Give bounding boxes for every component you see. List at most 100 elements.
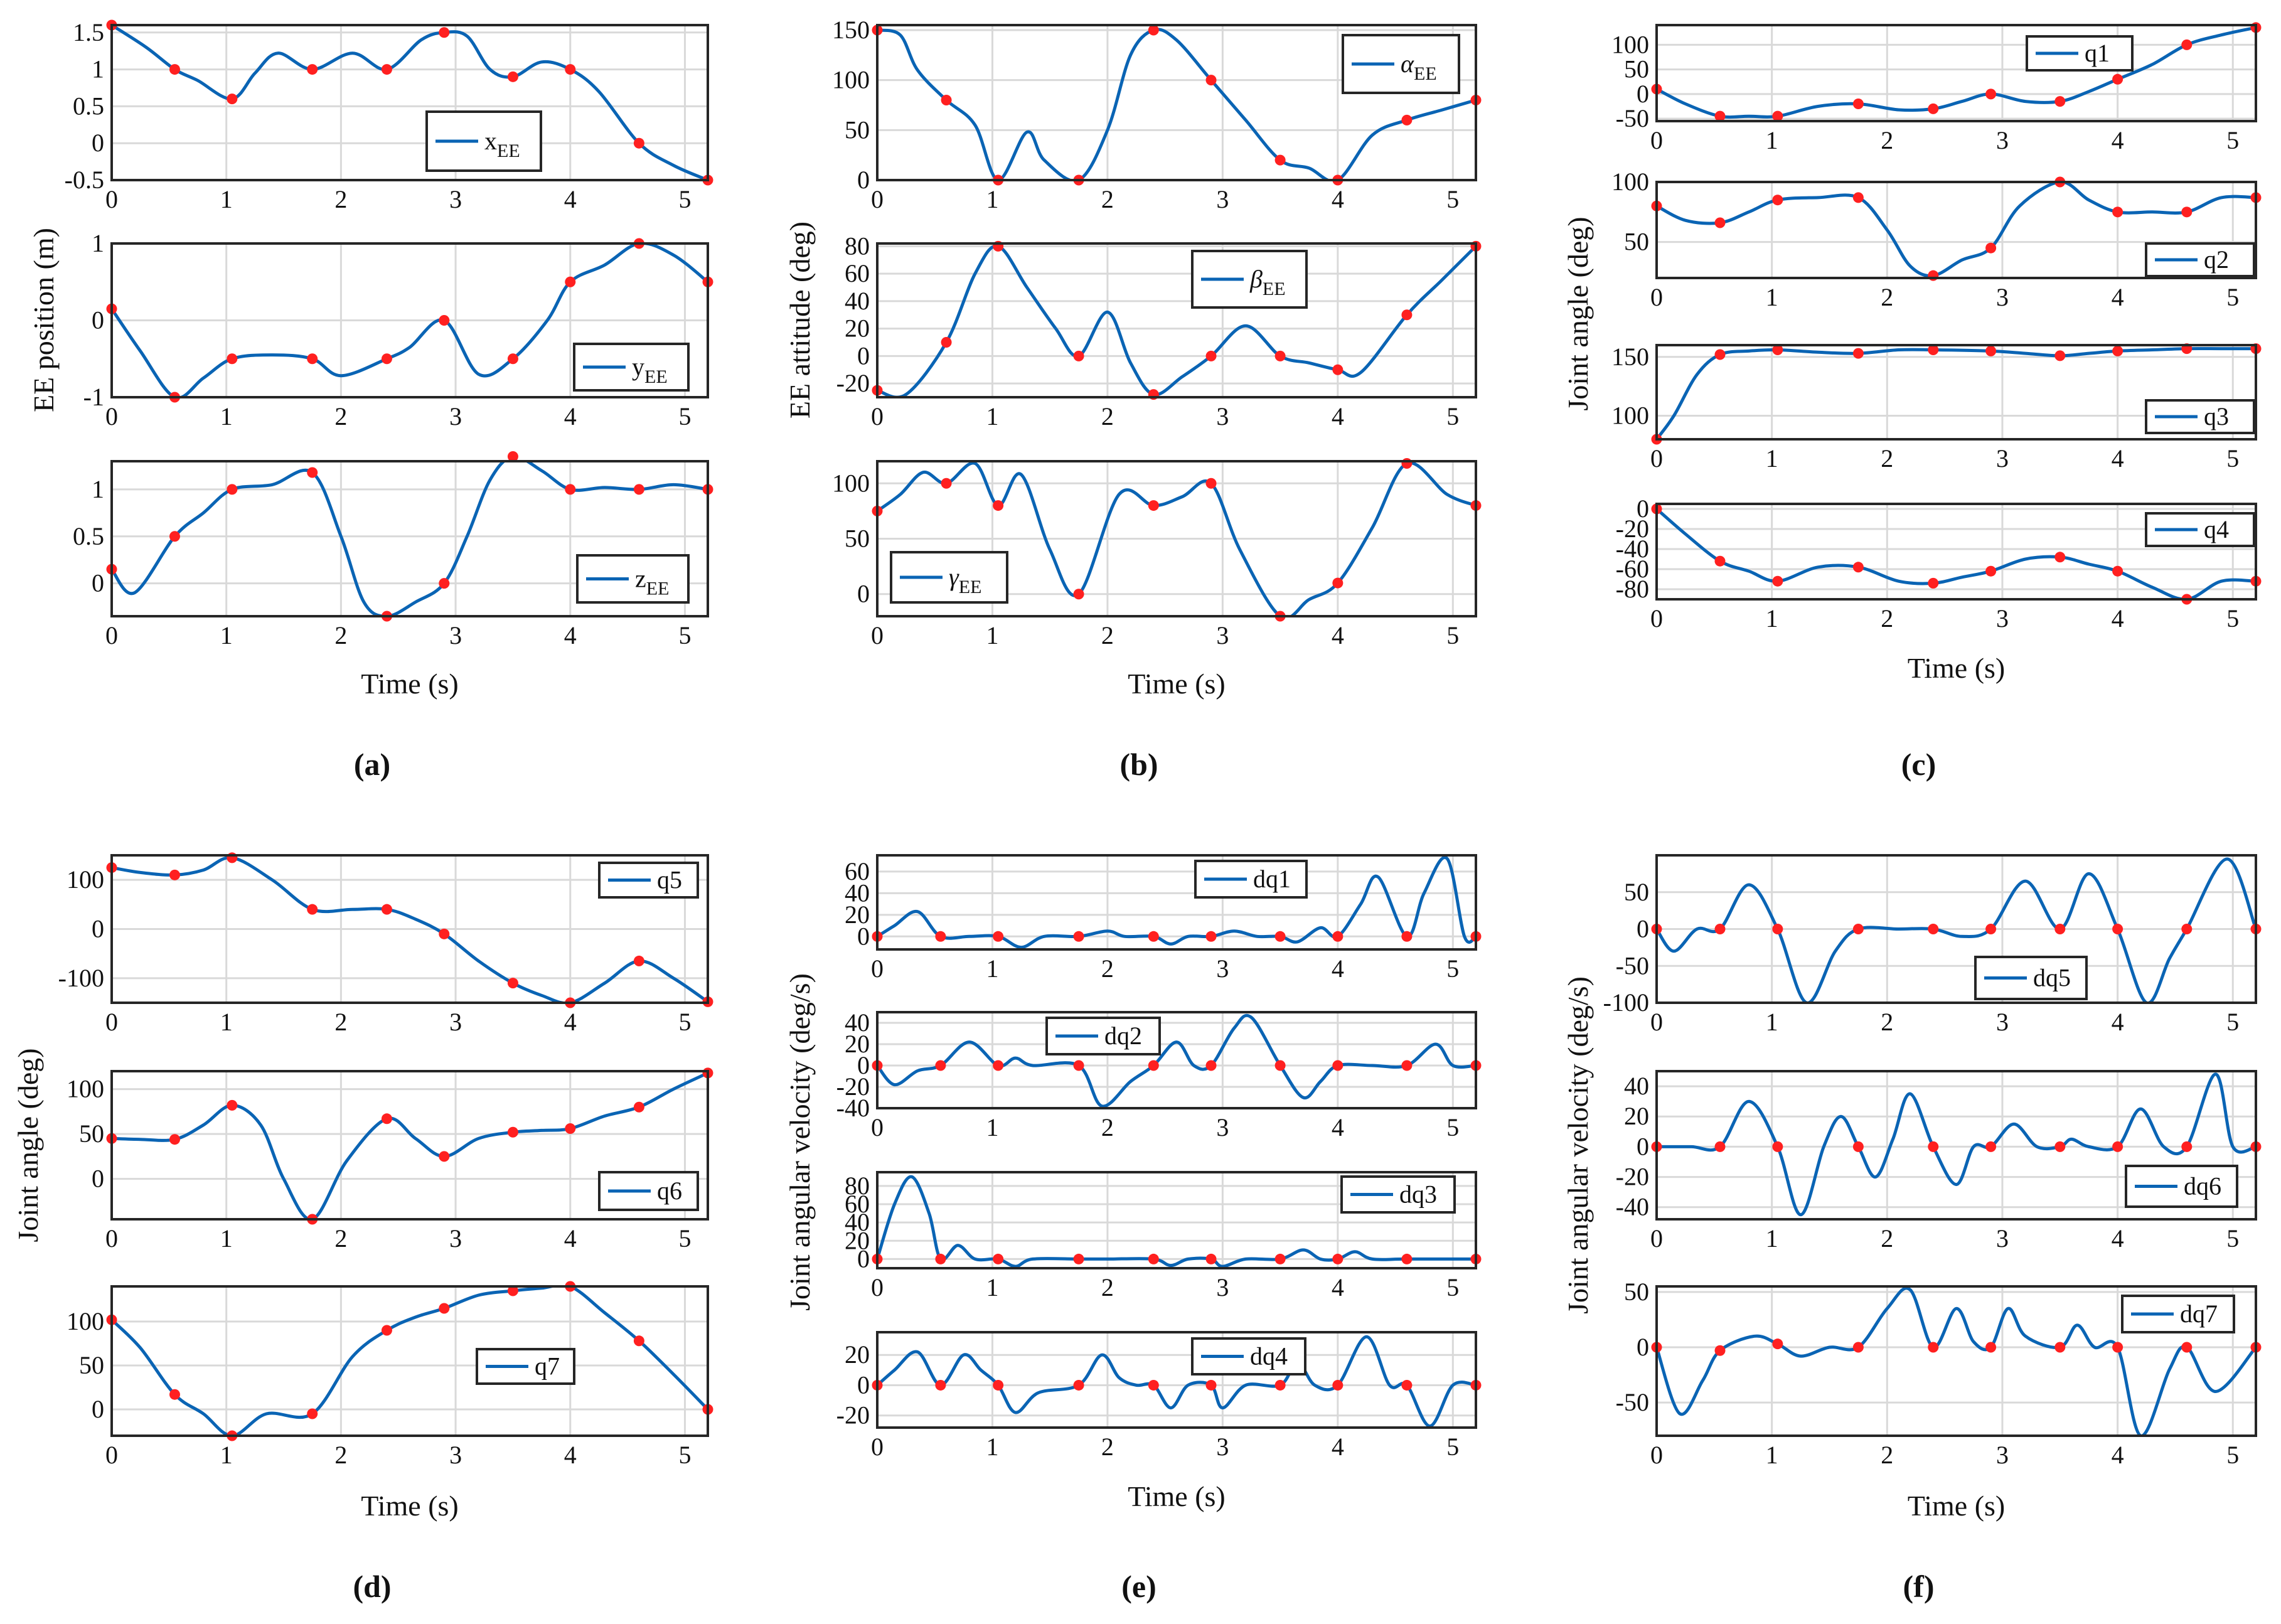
legend-label: q2 [2204, 245, 2229, 274]
legend-y_EE: yEE [573, 343, 690, 392]
data-point-marker [307, 353, 318, 365]
data-point-marker [439, 1303, 450, 1314]
x-tick-label: 4 [2112, 283, 2124, 311]
data-point-marker [633, 1101, 644, 1113]
panel-label: (a) [354, 747, 390, 782]
legend-gamma_EE: γEE [890, 551, 1008, 604]
legend-label: dq6 [2184, 1172, 2221, 1200]
data-point-marker [507, 71, 518, 82]
data-point-marker [1985, 1141, 1997, 1152]
y-axis-label: EE attitude (deg) [784, 222, 816, 419]
legend-q2: q2 [2145, 242, 2255, 277]
data-point-marker [1714, 924, 1726, 934]
y-tick-label: 20 [845, 314, 870, 343]
data-point-marker [1772, 195, 1783, 206]
data-point-marker [227, 1099, 238, 1111]
y-axis-label: Joint angle (deg) [1562, 216, 1594, 410]
x-tick-label: 1 [986, 954, 998, 983]
y-tick-label: 50 [79, 1119, 104, 1148]
axes-frame [110, 460, 709, 617]
data-point-marker [633, 955, 644, 966]
y-tick-label: 150 [1611, 343, 1649, 371]
y-tick-label: 0 [857, 166, 870, 194]
legend-label: q4 [2204, 515, 2229, 543]
x-tick-label: 4 [2112, 1224, 2124, 1253]
x-tick-label: 1 [1766, 1224, 1778, 1253]
data-point-marker [2112, 345, 2123, 356]
data-point-marker [1852, 1342, 1864, 1353]
data-point-marker [1332, 1379, 1343, 1391]
series-line-q5 [112, 856, 708, 1003]
data-point-marker [2112, 1141, 2123, 1152]
legend-label-base: β [1249, 265, 1263, 293]
data-point-marker [935, 1379, 946, 1391]
x-tick-label: 2 [1881, 283, 1893, 311]
x-axis-label: Time (s) [1128, 1480, 1226, 1512]
legend-alpha_EE: αEE [1342, 34, 1460, 94]
x-tick-label: 5 [678, 1224, 691, 1253]
data-point-marker [1148, 1060, 1159, 1071]
y-tick-label: 50 [79, 1351, 104, 1379]
series-line-q4 [1657, 508, 2256, 599]
data-point-marker [1332, 577, 1343, 589]
legend-label-subscript: EE [644, 366, 668, 387]
legend-label: q1 [2085, 39, 2110, 67]
axes-frame [1655, 24, 2257, 122]
axes-frame [1655, 344, 2257, 441]
x-tick-label: 1 [1766, 126, 1778, 154]
data-point-marker [169, 64, 180, 75]
legend-dq2: dq2 [1045, 1017, 1161, 1055]
axes-frame [1655, 854, 2257, 1004]
x-tick-label: 3 [449, 1441, 462, 1469]
legend-label: dq1 [1253, 865, 1291, 893]
x-tick-label: 3 [449, 402, 462, 430]
data-point-marker [1852, 99, 1864, 110]
data-point-marker [1928, 1141, 1939, 1152]
axes-frame [1655, 1285, 2257, 1437]
panel-label: (e) [1121, 1569, 1157, 1604]
data-point-marker [307, 64, 318, 75]
data-point-marker [565, 276, 576, 287]
x-tick-label: 2 [1101, 1113, 1114, 1141]
y-tick-label: 50 [845, 115, 870, 144]
data-point-marker [507, 353, 518, 365]
x-tick-label: 4 [2112, 126, 2124, 154]
data-point-marker [1332, 1060, 1343, 1071]
data-point-marker [1401, 931, 1413, 942]
legend-label-base: q6 [657, 1177, 682, 1205]
data-point-marker [1985, 345, 1997, 356]
x-tick-label: 3 [1996, 604, 2009, 633]
legend-z_EE: zEE [576, 554, 690, 604]
y-tick-label: 60 [845, 857, 870, 885]
x-tick-label: 0 [871, 1273, 884, 1301]
data-point-marker [1985, 88, 1997, 100]
data-point-marker [633, 1335, 644, 1347]
y-tick-label: -20 [836, 1072, 870, 1101]
legend-label: dq5 [2033, 964, 2071, 992]
x-tick-label: 0 [1650, 604, 1663, 633]
y-tick-label: 0 [857, 922, 870, 950]
data-point-marker [1772, 1141, 1783, 1152]
y-tick-label: -20 [836, 1401, 870, 1429]
x-tick-label: 0 [105, 1008, 118, 1036]
data-point-marker [1928, 103, 1939, 114]
x-tick-label: 2 [1101, 1433, 1114, 1461]
data-point-marker [1148, 500, 1159, 511]
data-point-marker [565, 484, 576, 495]
data-point-marker [1772, 110, 1783, 122]
x-tick-label: 2 [1101, 402, 1114, 430]
legend-label-base: dq2 [1104, 1022, 1142, 1050]
x-tick-label: 5 [1446, 402, 1459, 430]
x-tick-label: 0 [1650, 1441, 1663, 1469]
series-line-dq4 [877, 1335, 1476, 1428]
y-tick-label: -50 [1616, 104, 1649, 132]
x-tick-label: 0 [105, 402, 118, 430]
x-tick-label: 2 [334, 185, 347, 213]
x-tick-label: 2 [334, 402, 347, 430]
